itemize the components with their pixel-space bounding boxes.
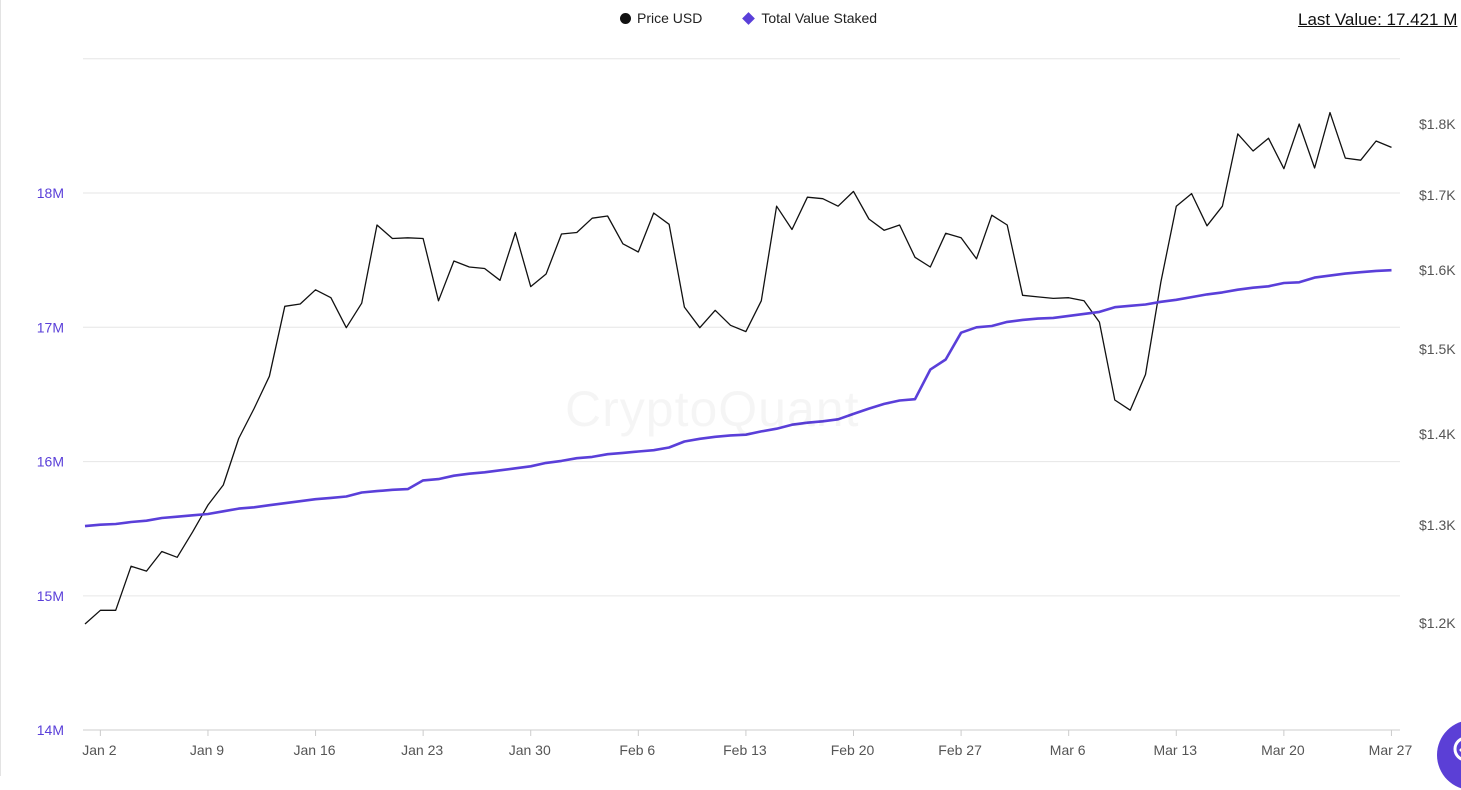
x-tick-label: Jan 9: [190, 742, 224, 758]
left-axis-ticks: 14M 15M 16M 17M 18M: [37, 185, 64, 738]
staked-diamond-icon: [742, 11, 756, 25]
left-tick-label: 16M: [37, 454, 64, 470]
legend-item-staked[interactable]: Total Value Staked: [742, 10, 877, 26]
x-tick-label: Jan 23: [401, 742, 443, 758]
total-value-staked-line: [84, 268, 1392, 528]
right-tick-label: $1.3K: [1419, 517, 1456, 533]
right-tick-label: $1.6K: [1419, 262, 1456, 278]
x-tick-label: Mar 20: [1261, 742, 1305, 758]
right-tick-label: $1.5K: [1419, 341, 1456, 357]
last-value-readout[interactable]: Last Value: 17.421 M: [1298, 10, 1458, 29]
legend-price-label: Price USD: [637, 10, 703, 26]
x-tick-label: Jan 16: [294, 742, 336, 758]
right-tick-label: $1.2K: [1419, 615, 1456, 631]
x-tick-label: Mar 27: [1369, 742, 1413, 758]
grid-lines: [83, 58, 1400, 731]
x-tick-label: Feb 6: [619, 742, 655, 758]
right-tick-label: $1.4K: [1419, 426, 1456, 442]
x-tick-label: Feb 27: [938, 742, 982, 758]
left-tick-label: 14M: [37, 722, 64, 738]
x-tick-label: Mar 6: [1050, 742, 1086, 758]
chat-icon: [1453, 737, 1461, 761]
price-dot-icon: [620, 12, 631, 24]
x-tick-label: Jan 30: [509, 742, 551, 758]
x-tick-label: Feb 13: [723, 742, 767, 758]
x-tick-label: Feb 20: [831, 742, 875, 758]
left-tick-label: 15M: [37, 588, 64, 604]
x-tick-label: Jan 2: [82, 742, 116, 758]
right-axis-ticks: $1.2K $1.3K $1.4K $1.5K $1.6K $1.7K $1.8K: [1419, 116, 1456, 631]
series-lines: [84, 111, 1392, 625]
left-tick-label: 18M: [37, 185, 64, 201]
legend-item-price[interactable]: Price USD: [620, 10, 702, 26]
x-tick-label: Mar 13: [1153, 742, 1197, 758]
legend: Price USD Total Value Staked: [620, 10, 877, 26]
x-axis-ticks: Jan 2 Jan 9 Jan 16 Jan 23 Jan 30 Feb 6 Feb 13 F…: [82, 730, 1412, 758]
right-tick-label: $1.7K: [1419, 187, 1456, 203]
left-tick-label: 17M: [37, 319, 64, 335]
price-usd-line: [84, 111, 1392, 625]
legend-staked-label: Total Value Staked: [761, 10, 878, 26]
right-tick-label: $1.8K: [1419, 116, 1456, 132]
